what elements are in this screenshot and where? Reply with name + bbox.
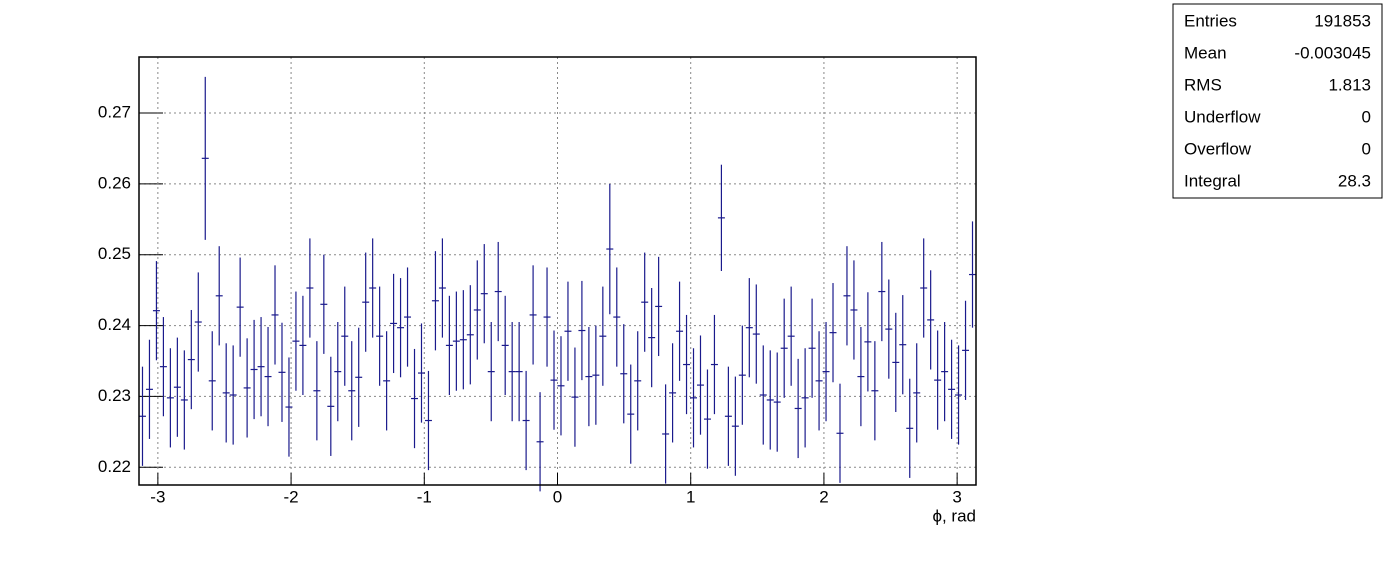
stats-label: Overflow bbox=[1184, 139, 1252, 158]
stats-value: 0 bbox=[1362, 139, 1371, 158]
x-tick-label: 3 bbox=[952, 487, 961, 506]
stats-label: Mean bbox=[1184, 43, 1227, 62]
y-tick-label: 0.24 bbox=[98, 315, 131, 334]
x-tick-label: 1 bbox=[686, 487, 695, 506]
x-tick-label: 2 bbox=[819, 487, 828, 506]
stats-value: 28.3 bbox=[1338, 171, 1371, 190]
stats-label: RMS bbox=[1184, 75, 1222, 94]
y-tick-label: 0.23 bbox=[98, 386, 131, 405]
x-tick-label: -3 bbox=[150, 487, 165, 506]
stats-label: Entries bbox=[1184, 11, 1237, 30]
stats-label: Integral bbox=[1184, 171, 1241, 190]
stats-value: 191853 bbox=[1314, 11, 1371, 30]
y-tick-label: 0.27 bbox=[98, 102, 131, 121]
stats-box bbox=[1172, 3, 1383, 199]
y-tick-label: 0.22 bbox=[98, 457, 131, 476]
frame bbox=[138, 56, 977, 486]
stats-value: 0 bbox=[1362, 107, 1371, 126]
stats-label: Underflow bbox=[1184, 107, 1261, 126]
plot-area bbox=[139, 57, 976, 492]
x-axis-label: ϕ, rad bbox=[932, 506, 976, 525]
y-tick-label: 0.26 bbox=[98, 173, 131, 192]
y-tick-label: 0.25 bbox=[98, 244, 131, 263]
stats-value: 1.813 bbox=[1328, 75, 1371, 94]
x-tick-label: -1 bbox=[417, 487, 432, 506]
stats-value: -0.003045 bbox=[1294, 43, 1371, 62]
x-tick-label: 0 bbox=[553, 487, 562, 506]
x-tick-label: -2 bbox=[284, 487, 299, 506]
